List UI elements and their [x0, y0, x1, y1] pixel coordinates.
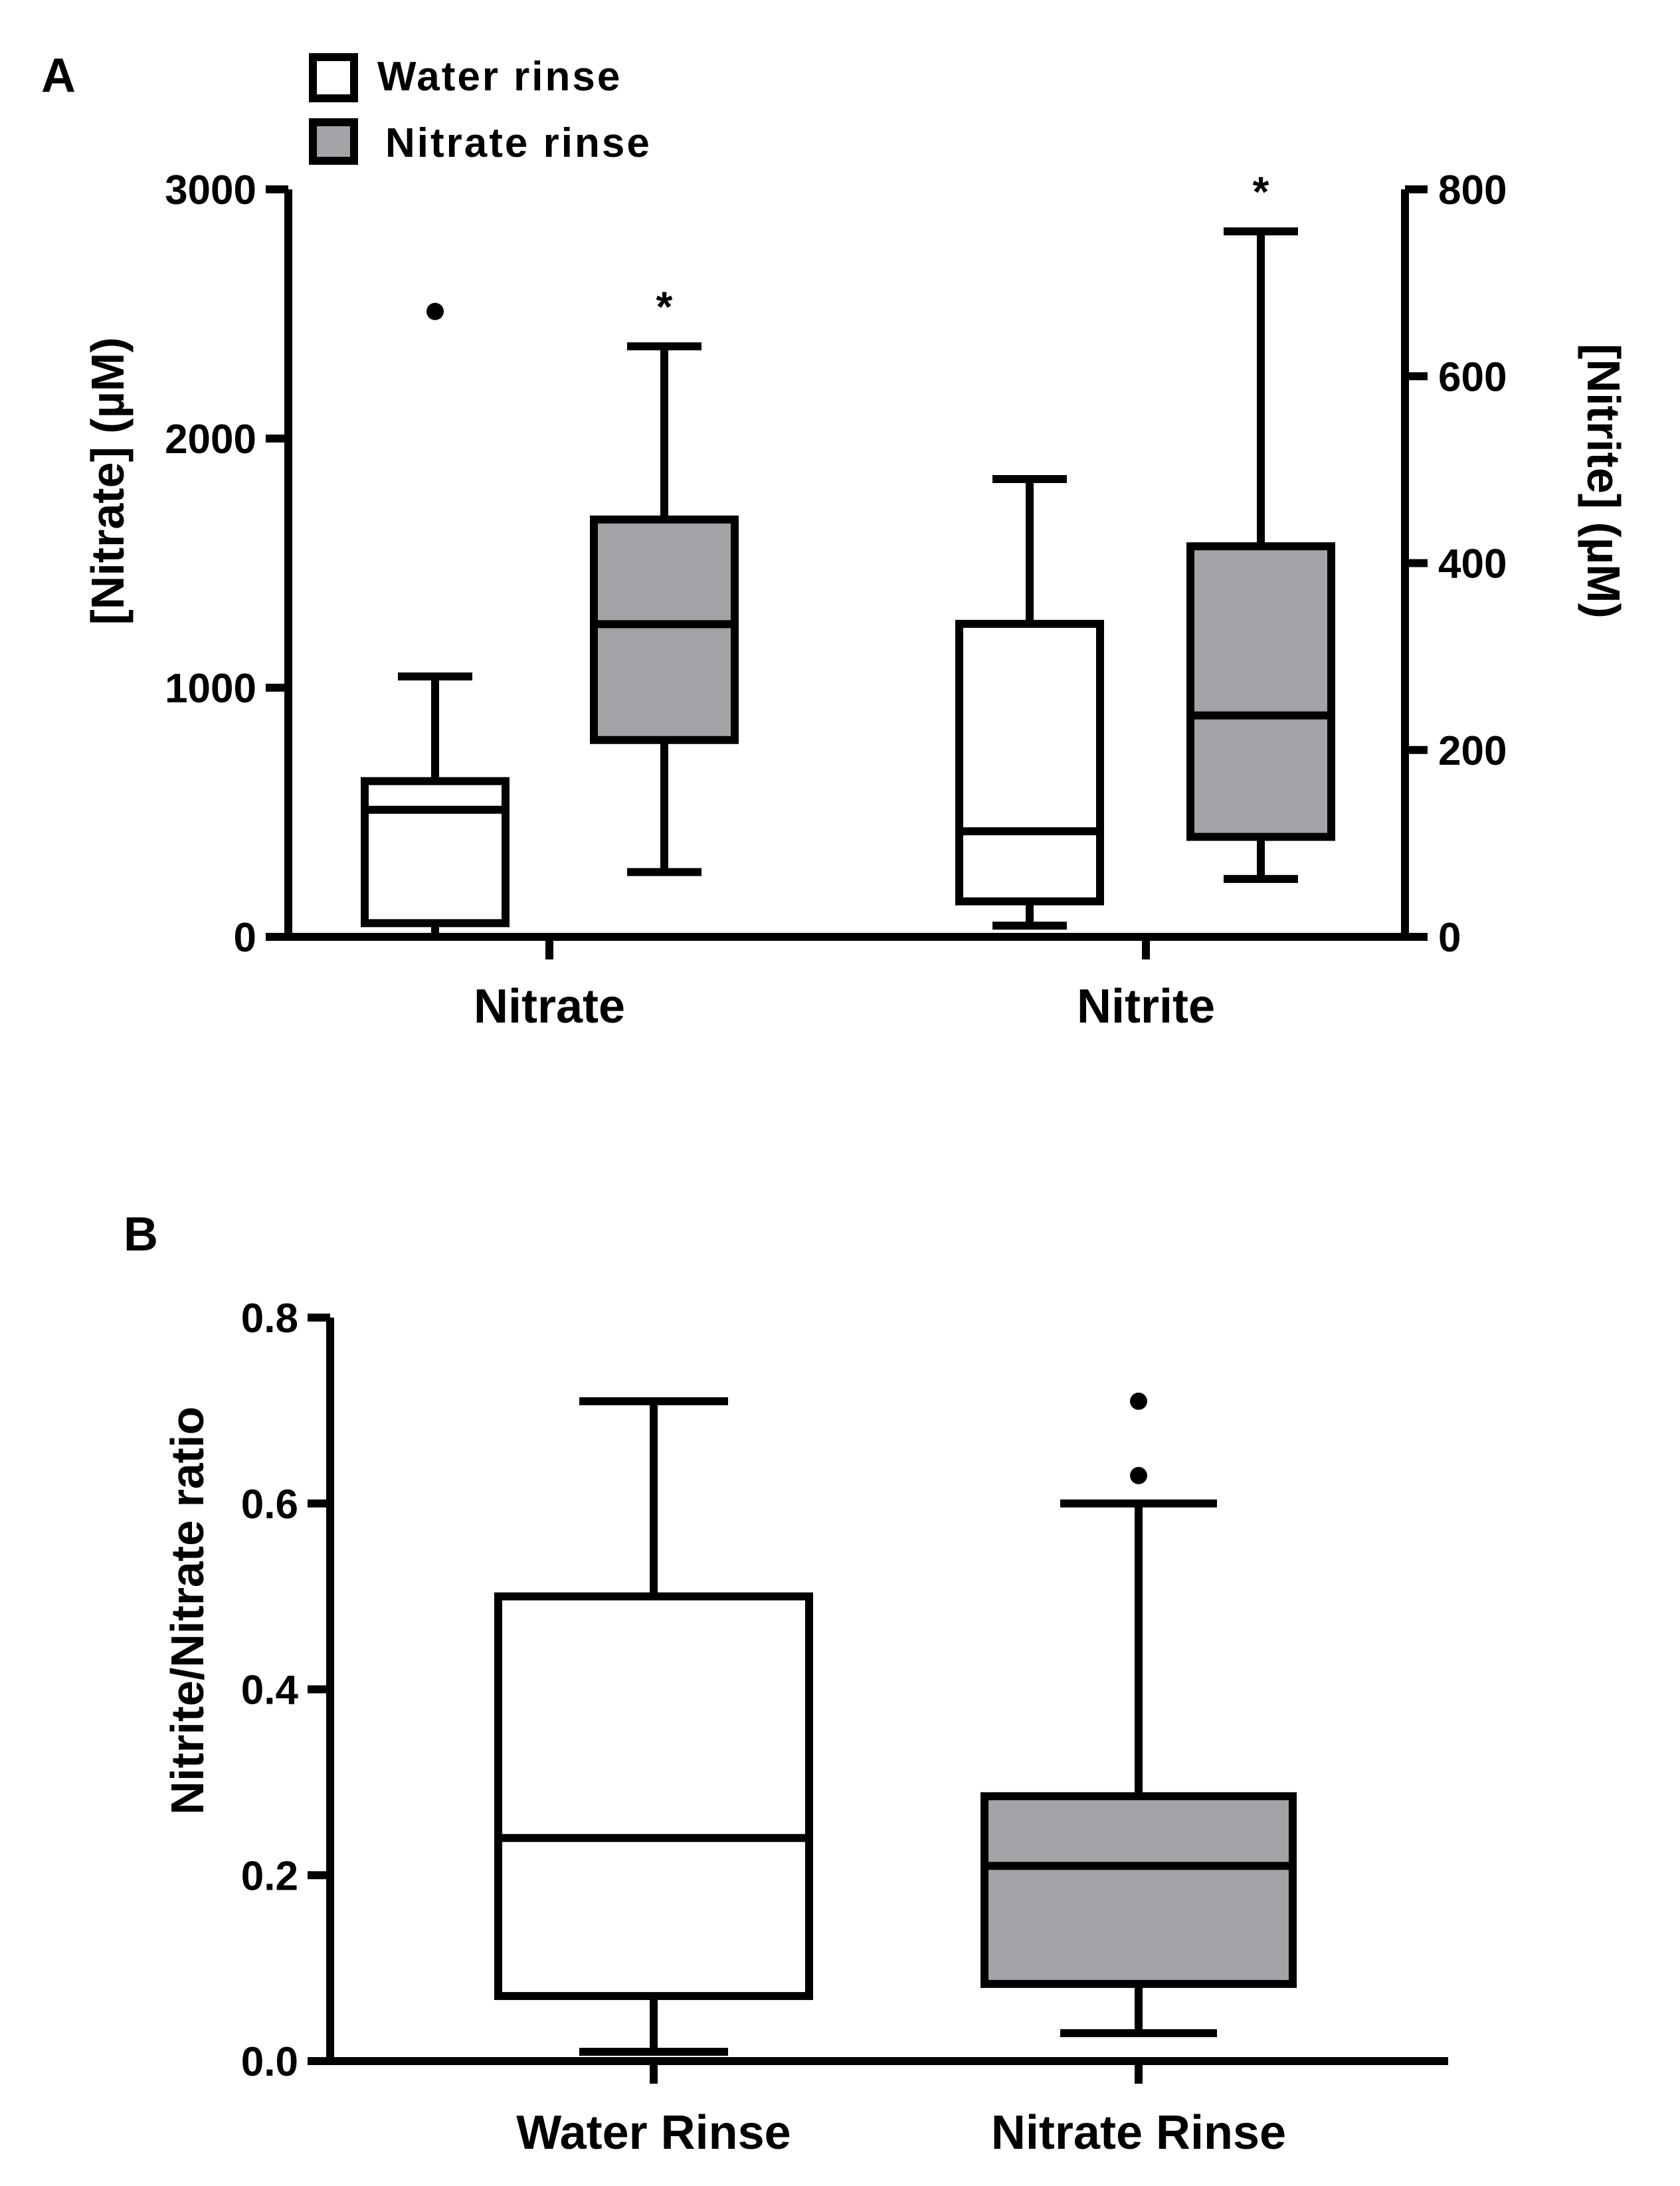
box-water-rinse-box: [494, 1592, 813, 2001]
legend: Water rinse Nitrate rinse: [309, 53, 652, 166]
legend-label-water-rinse: Water rinse: [377, 54, 622, 100]
panel-b-label: B: [124, 1208, 158, 1261]
x-category-nitrate-rinse: Nitrate Rinse: [991, 2106, 1286, 2159]
box-nitrite-nitrate-rinse-significance: *: [1253, 167, 1269, 215]
right-tick-label-0: 0: [1438, 915, 1461, 961]
y-axis-title: Nitrite/Nitrate ratio: [161, 1407, 213, 1815]
right-tick-label-600: 600: [1438, 354, 1507, 400]
box-nitrite-nitrate-rinse-box: [1186, 542, 1335, 841]
left-tick-label-2000: 2000: [165, 417, 256, 462]
legend-label-nitrate-rinse: Nitrate rinse: [385, 120, 652, 166]
box-nitrate-nitrate-rinse-significance: *: [656, 282, 673, 330]
panel-b: B Nitrite/Nitrate ratio Water Rinse Nitr…: [124, 1208, 1448, 2159]
panel-a-label: A: [41, 49, 76, 102]
y-tick-label-0-2: 0.2: [241, 1853, 298, 1899]
y-tick-label-0-8: 0.8: [241, 1296, 298, 1341]
left-tick-label-1000: 1000: [165, 666, 256, 712]
right-tick-label-400: 400: [1438, 542, 1507, 587]
x-category-water-rinse: Water Rinse: [516, 2106, 791, 2159]
right-tick-label-200: 200: [1438, 728, 1507, 774]
box-nitrate-nitrate-rinse-box: [590, 515, 739, 744]
box-nitrate-rinse-box: [980, 1792, 1297, 1988]
left-tick-label-0: 0: [234, 915, 256, 961]
left-tick-label-3000: 3000: [165, 167, 256, 213]
panel-a-axes: 0 1000 2000 3000 0 200 400 600 800: [165, 167, 1507, 961]
right-tick-label-800: 800: [1438, 167, 1507, 213]
left-axis-title: [Nitrate] (µM): [82, 337, 134, 625]
panel-a: A Water rinse Nitrate rinse [Nitrate] (µ…: [41, 49, 1630, 1033]
legend-swatch-water-rinse: [309, 53, 358, 102]
y-tick-label-0-0: 0.0: [241, 2039, 298, 2085]
y-tick-label-0-6: 0.6: [241, 1482, 298, 1528]
box-nitrite-water-rinse-box: [955, 619, 1104, 906]
box-nitrate-rinse-outlier-1: [1130, 1392, 1147, 1410]
box-nitrate-water-rinse-outlier-0: [426, 302, 444, 320]
legend-swatch-nitrate-rinse: [309, 118, 358, 165]
panel-a-boxes: **: [361, 167, 1335, 941]
y-tick-label-0-4: 0.4: [241, 1668, 299, 1714]
box-nitrate-water-rinse-box: [361, 777, 510, 928]
panel-b-boxes: [494, 1392, 1297, 2056]
x-category-nitrate: Nitrate: [474, 980, 625, 1033]
right-axis-title: [Nitrite] (µM): [1578, 344, 1630, 619]
panel-b-axes: 0.0 0.2 0.4 0.6 0.8: [241, 1296, 1448, 2085]
box-nitrate-rinse-outlier-0: [1130, 1466, 1147, 1484]
x-category-nitrite: Nitrite: [1077, 980, 1215, 1033]
